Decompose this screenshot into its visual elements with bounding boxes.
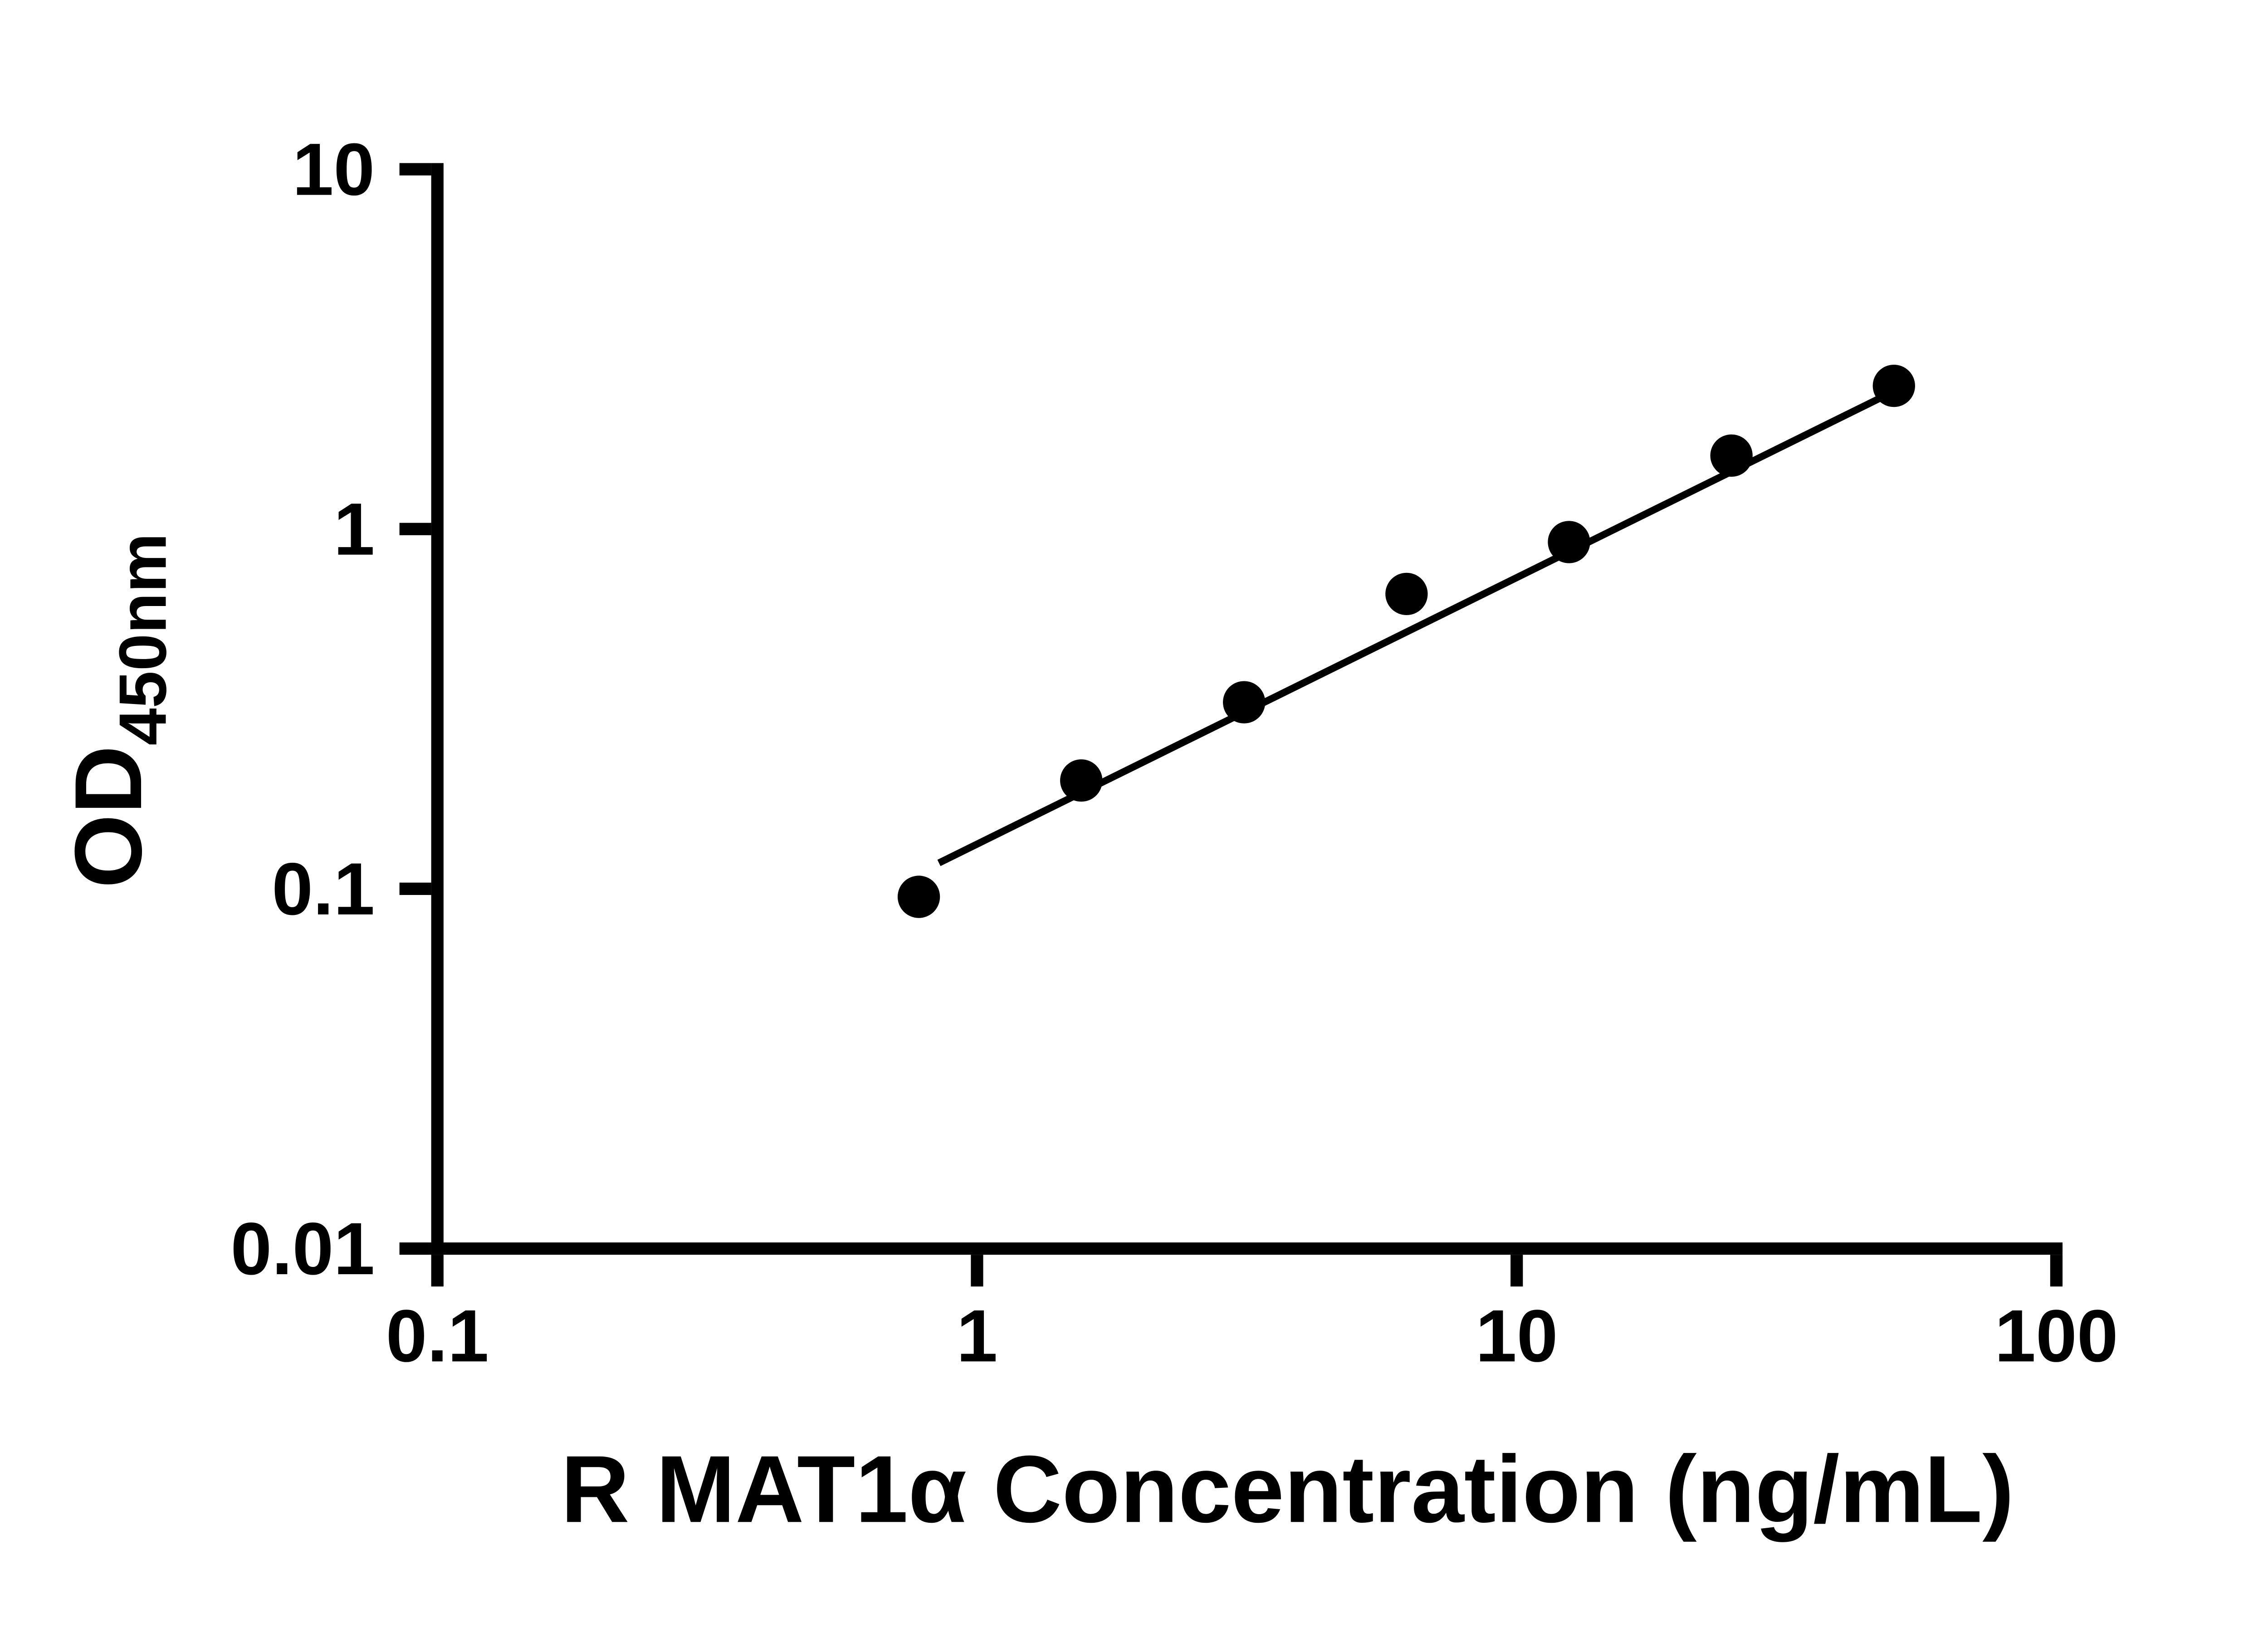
y-axis-title-sub: 450nm xyxy=(105,533,180,745)
x-tick-label: 0.1 xyxy=(386,1294,489,1377)
x-tick-label: 10 xyxy=(1476,1294,1558,1377)
y-tick-label: 0.1 xyxy=(272,847,375,930)
y-axis-title-main: OD xyxy=(55,745,161,888)
data-points-layer xyxy=(897,364,1915,918)
axes-layer xyxy=(399,163,2063,1287)
y-tick-label: 1 xyxy=(333,488,375,571)
y-axis-title: OD450nm xyxy=(55,533,180,888)
y-tick-label: 0.01 xyxy=(230,1207,375,1290)
data-point xyxy=(897,875,940,918)
x-tick-label: 100 xyxy=(1994,1294,2118,1377)
y-axis-title-group: OD450nm xyxy=(55,533,180,888)
data-point xyxy=(1385,572,1428,616)
data-point xyxy=(1548,521,1590,563)
data-point xyxy=(1872,364,1915,407)
x-tick-label: 1 xyxy=(957,1294,998,1377)
data-point xyxy=(1710,434,1753,477)
data-point xyxy=(1223,681,1266,724)
y-tick-label: 10 xyxy=(293,128,375,211)
x-axis-title: R MAT1α Concentration (ng/mL) xyxy=(561,1436,2014,1542)
data-point xyxy=(1060,759,1103,802)
